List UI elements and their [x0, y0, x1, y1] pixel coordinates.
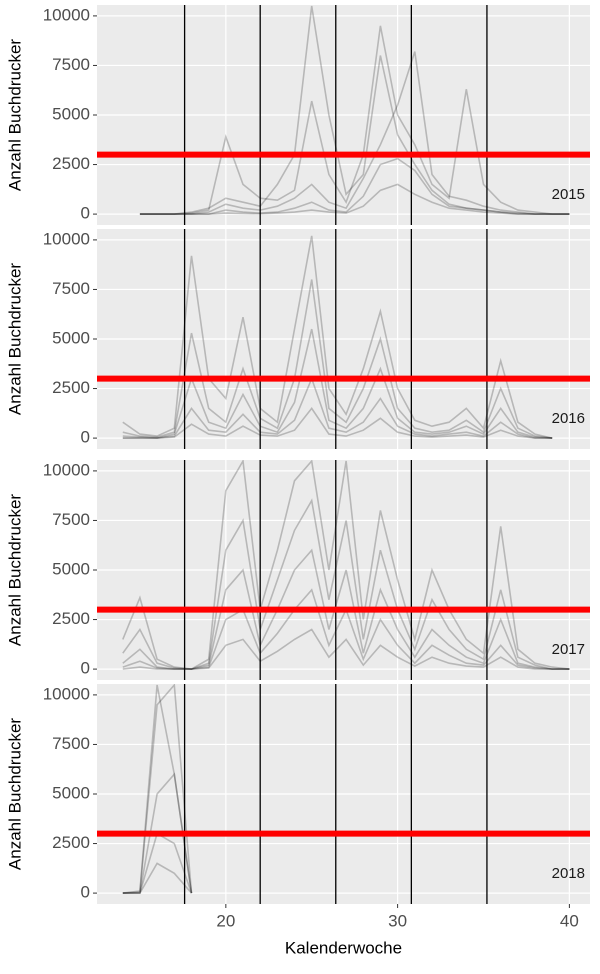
series-line: [122, 407, 553, 439]
series-line: [122, 548, 570, 670]
x-tick-label: 20: [216, 911, 235, 930]
panel: [97, 229, 590, 449]
y-tick-label: 10000: [43, 5, 90, 24]
series-line: [139, 51, 570, 215]
panel-label: 2015: [552, 186, 585, 203]
y-axis-title: Anzahl Buchdrucker: [5, 718, 24, 870]
series-line: [139, 157, 570, 215]
series-line: [122, 376, 553, 439]
y-tick-label: 0: [81, 428, 90, 447]
series-line: [122, 628, 570, 670]
panel-label: 2016: [552, 410, 585, 427]
y-tick-label: 10000: [43, 229, 90, 248]
y-axis-title: Anzahl Buchdrucker: [5, 494, 24, 646]
y-tick-label: 5000: [52, 328, 90, 347]
series-line: [122, 279, 553, 439]
y-tick-label: 5000: [52, 783, 90, 802]
panel: [97, 684, 590, 904]
y-tick-label: 5000: [52, 104, 90, 123]
y-axis-title: Anzahl Buchdrucker: [5, 263, 24, 415]
series-line: [122, 684, 193, 894]
panel-label: 2018: [552, 865, 585, 882]
y-tick-label: 2500: [52, 154, 90, 173]
series-line: [122, 772, 193, 894]
y-tick-label: 7500: [52, 510, 90, 529]
y-tick-label: 2500: [52, 609, 90, 628]
y-tick-label: 7500: [52, 279, 90, 298]
panel: [97, 5, 590, 225]
series-line: [122, 684, 193, 894]
series-line: [139, 5, 570, 215]
series-line: [139, 25, 570, 215]
panel: [97, 460, 590, 680]
x-axis-title: Kalenderwoche: [285, 938, 402, 957]
x-tick-label: 30: [388, 911, 407, 930]
y-tick-label: 0: [81, 659, 90, 678]
series-line: [122, 235, 553, 439]
y-tick-label: 10000: [43, 684, 90, 703]
y-tick-label: 2500: [52, 833, 90, 852]
series-line: [122, 862, 193, 894]
y-tick-label: 5000: [52, 559, 90, 578]
y-tick-label: 0: [81, 883, 90, 902]
panel-label: 2017: [552, 641, 585, 658]
x-tick-label: 40: [560, 911, 579, 930]
y-tick-label: 10000: [43, 460, 90, 479]
y-tick-label: 7500: [52, 55, 90, 74]
y-tick-label: 7500: [52, 734, 90, 753]
series-line: [139, 183, 570, 215]
series-line: [122, 328, 553, 439]
y-axis-title: Anzahl Buchdrucker: [5, 39, 24, 191]
series-line: [122, 460, 570, 670]
series-line: [122, 498, 570, 670]
y-tick-label: 0: [81, 204, 90, 223]
y-tick-label: 2500: [52, 378, 90, 397]
